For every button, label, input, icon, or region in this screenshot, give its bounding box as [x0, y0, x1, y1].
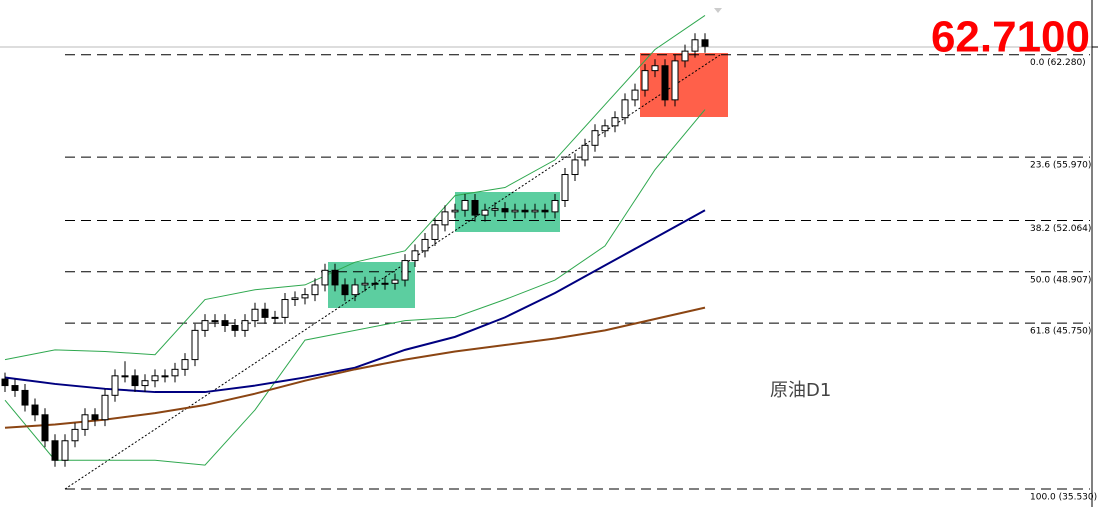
candle-body: [441, 211, 449, 226]
candle-body: [141, 380, 149, 387]
candle-body: [361, 282, 369, 286]
fib-label: 50.0 (48.907): [1030, 275, 1091, 285]
candle-body: [71, 428, 79, 442]
candle-body: [191, 329, 199, 361]
candle-body: [481, 209, 489, 216]
candle-body: [11, 385, 19, 391]
candle-body: [91, 414, 99, 421]
candle-body: [371, 282, 379, 285]
candle-body: [381, 282, 389, 285]
candle-body: [331, 269, 339, 286]
candle-body: [431, 224, 439, 240]
candle-body: [411, 250, 419, 262]
candle-body: [121, 375, 129, 378]
candle-body: [661, 65, 669, 101]
candle-body: [261, 308, 269, 318]
candle-body: [251, 308, 259, 322]
candle-body: [31, 404, 39, 416]
candle-body: [531, 209, 539, 213]
candle-body: [41, 414, 49, 442]
candle-body: [461, 199, 469, 211]
indicator-line: [4, 209, 706, 394]
candle-body: [401, 260, 409, 281]
candle-body: [591, 130, 599, 146]
candle-body: [701, 39, 709, 47]
candle-body: [181, 359, 189, 370]
candle-body: [551, 199, 559, 213]
candle-body: [501, 208, 509, 213]
candle-body: [241, 320, 249, 331]
candle-body: [671, 60, 679, 101]
shift-marker: [714, 8, 722, 13]
candle-body: [281, 299, 289, 318]
candle-body: [471, 199, 479, 216]
candle-body: [1, 378, 9, 387]
chart-title: 原油D1: [770, 380, 831, 401]
candle-body: [201, 320, 209, 331]
candle-body: [521, 209, 529, 213]
candle-body: [131, 375, 139, 387]
candle-body: [81, 414, 89, 430]
candle-body: [61, 440, 69, 461]
candle-body: [491, 208, 499, 211]
fib-label: 100.0 (35.530): [1030, 492, 1097, 502]
indicator-line: [4, 109, 706, 466]
fib-label: 61.8 (45.750): [1030, 327, 1091, 337]
candle-body: [291, 297, 299, 301]
candle-body: [641, 70, 649, 91]
candle-body: [311, 284, 319, 296]
candle-body: [631, 89, 639, 101]
candle-body: [21, 389, 29, 406]
candle-body: [271, 316, 279, 319]
candle-body: [211, 320, 219, 323]
candle-body: [151, 375, 159, 382]
fibonacci: 0.0 (62.280) 23.6 (55.970) 38.2 (52.064) 50…: [65, 54, 1097, 502]
candle-body: [601, 125, 609, 132]
candle-body: [321, 269, 329, 286]
fib-label: 38.2 (52.064): [1030, 224, 1091, 234]
indicator-line: [4, 15, 706, 361]
candle-body: [691, 39, 699, 52]
candle-body: [681, 50, 689, 62]
candle-body: [351, 284, 359, 296]
candle-body: [161, 375, 169, 378]
highlight-box: [640, 53, 728, 117]
candle-body: [111, 375, 119, 396]
candle-body: [221, 320, 229, 326]
candle-body: [231, 324, 239, 331]
candle-body: [101, 394, 109, 421]
candle-body: [391, 279, 399, 284]
candles: [1, 33, 709, 467]
candle-body: [171, 368, 179, 377]
price-label: 62.7100: [931, 13, 1090, 62]
candle-body: [451, 209, 459, 213]
candle-body: [541, 209, 549, 213]
fib-label: 23.6 (55.970): [1030, 161, 1091, 171]
indicators: [4, 15, 706, 466]
candle-body: [561, 174, 569, 201]
candle-body: [341, 284, 349, 296]
candle-body: [651, 65, 659, 72]
fib-label: 0.0 (62.280): [1030, 58, 1086, 68]
candle-body: [51, 440, 59, 461]
candle-body: [611, 117, 619, 127]
candle-body: [581, 144, 589, 161]
candle-body: [421, 238, 429, 252]
candle-body: [301, 294, 309, 299]
trend-line: [64, 54, 721, 490]
candle-body: [511, 209, 519, 213]
indicator-line: [4, 306, 706, 429]
candle-body: [621, 99, 629, 119]
candle-body: [571, 159, 579, 176]
